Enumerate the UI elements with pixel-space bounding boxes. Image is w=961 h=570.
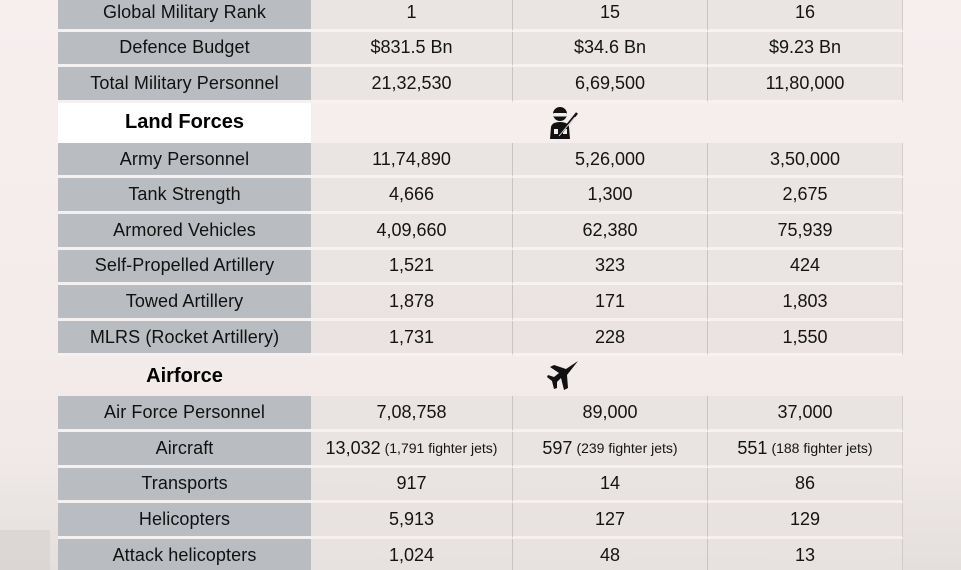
soldier-with-rifle-icon — [550, 106, 578, 139]
cell-country-3: 37,000 — [708, 396, 903, 432]
section-header-airforce: Airforce — [58, 356, 903, 396]
cell-country-2: 15 — [513, 0, 708, 32]
table-row-towed-artillery: Towed Artillery 1,878 171 1,803 — [58, 285, 903, 321]
table-row-mlrs: MLRS (Rocket Artillery) 1,731 228 1,550 — [58, 320, 903, 357]
cell-country-2: 5,26,000 — [513, 142, 708, 179]
cell-country-2: 14 — [513, 467, 708, 504]
cell-country-2: 127 — [513, 503, 708, 539]
cell-country-1: 13,032 (1,791 fighter jets) — [311, 431, 513, 468]
row-label: Army Personnel — [58, 142, 311, 179]
table-row-air-force-personnel: Air Force Personnel 7,08,758 89,000 37,0… — [58, 396, 903, 432]
cell-country-2: 323 — [513, 249, 708, 286]
row-label: Transports — [58, 467, 311, 504]
cell-country-2: 6,69,500 — [513, 67, 708, 103]
row-label: MLRS (Rocket Artillery) — [58, 320, 311, 357]
cell-country-3: 1,550 — [708, 320, 903, 357]
cell-country-1: 7,08,758 — [311, 396, 513, 432]
cell-country-2: 228 — [513, 320, 708, 357]
row-label: Tank Strength — [58, 178, 311, 214]
cell-country-3: 11,80,000 — [708, 67, 903, 103]
military-comparison-table: Global Military Rank 1 15 16 Defence Bud… — [58, 0, 903, 570]
cell-country-1: 4,666 — [311, 178, 513, 214]
cell-country-1: 1,521 — [311, 249, 513, 286]
cell-country-2: 597 (239 fighter jets) — [513, 431, 708, 468]
cell-country-2: 171 — [513, 285, 708, 321]
cell-country-1: $831.5 Bn — [311, 31, 513, 68]
table-row-self-propelled-artillery: Self-Propelled Artillery 1,521 323 424 — [58, 249, 903, 286]
cell-country-3: 1,803 — [708, 285, 903, 321]
section-title: Airforce — [146, 364, 223, 387]
row-label: Self-Propelled Artillery — [58, 249, 311, 286]
fighter-jets-note: (1,791 fighter jets) — [384, 440, 498, 457]
row-label: Total Military Personnel — [58, 67, 311, 103]
cell-country-2: 62,380 — [513, 213, 708, 250]
cell-country-1: 1,878 — [311, 285, 513, 321]
cell-country-1: 4,09,660 — [311, 213, 513, 250]
fighter-jets-note: (239 fighter jets) — [576, 440, 678, 457]
row-label: Helicopters — [58, 503, 311, 539]
table-row-army-personnel: Army Personnel 11,74,890 5,26,000 3,50,0… — [58, 142, 903, 179]
table-row-global-military-rank: Global Military Rank 1 15 16 — [58, 0, 903, 32]
cell-country-1: 11,74,890 — [311, 142, 513, 179]
aircraft-total: 13,032 — [325, 437, 381, 458]
cell-country-2: $34.6 Bn — [513, 31, 708, 68]
row-label: Defence Budget — [58, 31, 311, 68]
row-label: Armored Vehicles — [58, 213, 311, 250]
cell-country-1: 21,32,530 — [311, 67, 513, 103]
section-header-land-forces: Land Forces — [58, 102, 903, 143]
cell-country-2: 89,000 — [513, 396, 708, 432]
section-icon-cell — [311, 356, 903, 396]
cell-country-3: 16 — [708, 0, 903, 32]
cell-country-3: 3,50,000 — [708, 142, 903, 179]
cell-country-1: 5,913 — [311, 503, 513, 539]
cell-country-3: 551 (188 fighter jets) — [708, 431, 903, 468]
row-label: Air Force Personnel — [58, 396, 311, 432]
aircraft-total: 597 — [542, 437, 573, 458]
cell-country-3: 86 — [708, 467, 903, 504]
section-icon-cell — [311, 103, 903, 143]
cell-country-3: 13 — [708, 538, 903, 570]
table-row-total-military-personnel: Total Military Personnel 21,32,530 6,69,… — [58, 67, 903, 103]
aircraft-total: 551 — [737, 437, 768, 458]
table-row-attack-helicopters: Attack helicopters 1,024 48 13 — [58, 538, 903, 570]
fighter-jets-note: (188 fighter jets) — [771, 440, 873, 457]
cell-country-3: 75,939 — [708, 213, 903, 250]
table-row-armored-vehicles: Armored Vehicles 4,09,660 62,380 75,939 — [58, 213, 903, 250]
cell-country-2: 1,300 — [513, 178, 708, 214]
table-row-helicopters: Helicopters 5,913 127 129 — [58, 503, 903, 539]
cell-country-3: 424 — [708, 249, 903, 286]
row-label: Global Military Rank — [58, 0, 311, 32]
table-row-defence-budget: Defence Budget $831.5 Bn $34.6 Bn $9.23 … — [58, 31, 903, 68]
cell-country-3: $9.23 Bn — [708, 31, 903, 68]
row-label: Aircraft — [58, 431, 311, 468]
cell-country-1: 1,731 — [311, 320, 513, 357]
row-label: Towed Artillery — [58, 285, 311, 321]
cell-country-1: 1 — [311, 0, 513, 32]
table-row-aircraft: Aircraft 13,032 (1,791 fighter jets) 597… — [58, 431, 903, 468]
cell-country-1: 917 — [311, 467, 513, 504]
cell-country-1: 1,024 — [311, 538, 513, 570]
row-label: Attack helicopters — [58, 538, 311, 570]
cell-country-3: 129 — [708, 503, 903, 539]
table-row-tank-strength: Tank Strength 4,666 1,300 2,675 — [58, 178, 903, 214]
cell-country-2: 48 — [513, 538, 708, 570]
section-title: Land Forces — [58, 102, 311, 143]
table-row-transports: Transports 917 14 86 — [58, 467, 903, 504]
cell-country-3: 2,675 — [708, 178, 903, 214]
fighter-jet-icon — [547, 361, 578, 391]
